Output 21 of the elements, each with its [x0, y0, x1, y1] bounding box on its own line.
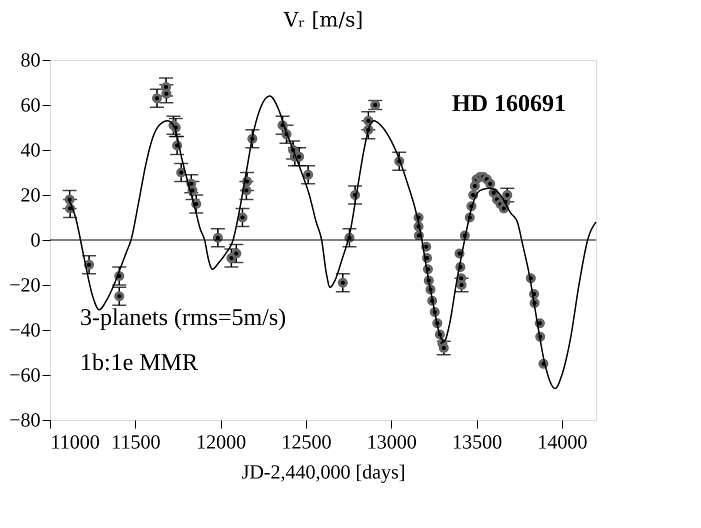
y-tick-label: −80: [9, 410, 40, 432]
annotation: 3-planets (rms=5m/s): [80, 305, 286, 331]
y-tick-label: −20: [9, 274, 40, 296]
x-tick-label: 12000: [196, 432, 246, 454]
y-tick-label: 60: [20, 94, 40, 116]
x-tick-label: 14000: [537, 432, 588, 454]
y-tick-label: 80: [20, 50, 40, 72]
x-tick-label: 13000: [366, 432, 417, 454]
y-tick-label: −40: [9, 320, 40, 342]
x-tick-label: 11500: [111, 432, 160, 454]
x-tick-label: 11000: [50, 432, 100, 454]
annotation: 1b:1e MMR: [80, 350, 198, 376]
x-axis-title: JD-2,440,000 [days]: [242, 462, 406, 484]
y-tick-label: 40: [20, 140, 40, 162]
x-tick-label: 13500: [452, 432, 502, 454]
y-tick-label: 20: [20, 184, 40, 206]
annotation: HD 160691: [452, 91, 566, 117]
y-tick-label: −60: [9, 364, 40, 386]
x-tick-label: 12500: [281, 432, 332, 454]
y-tick-label: 0: [30, 230, 40, 252]
y-axis-title: Vᵣ [m/s]: [282, 8, 364, 32]
